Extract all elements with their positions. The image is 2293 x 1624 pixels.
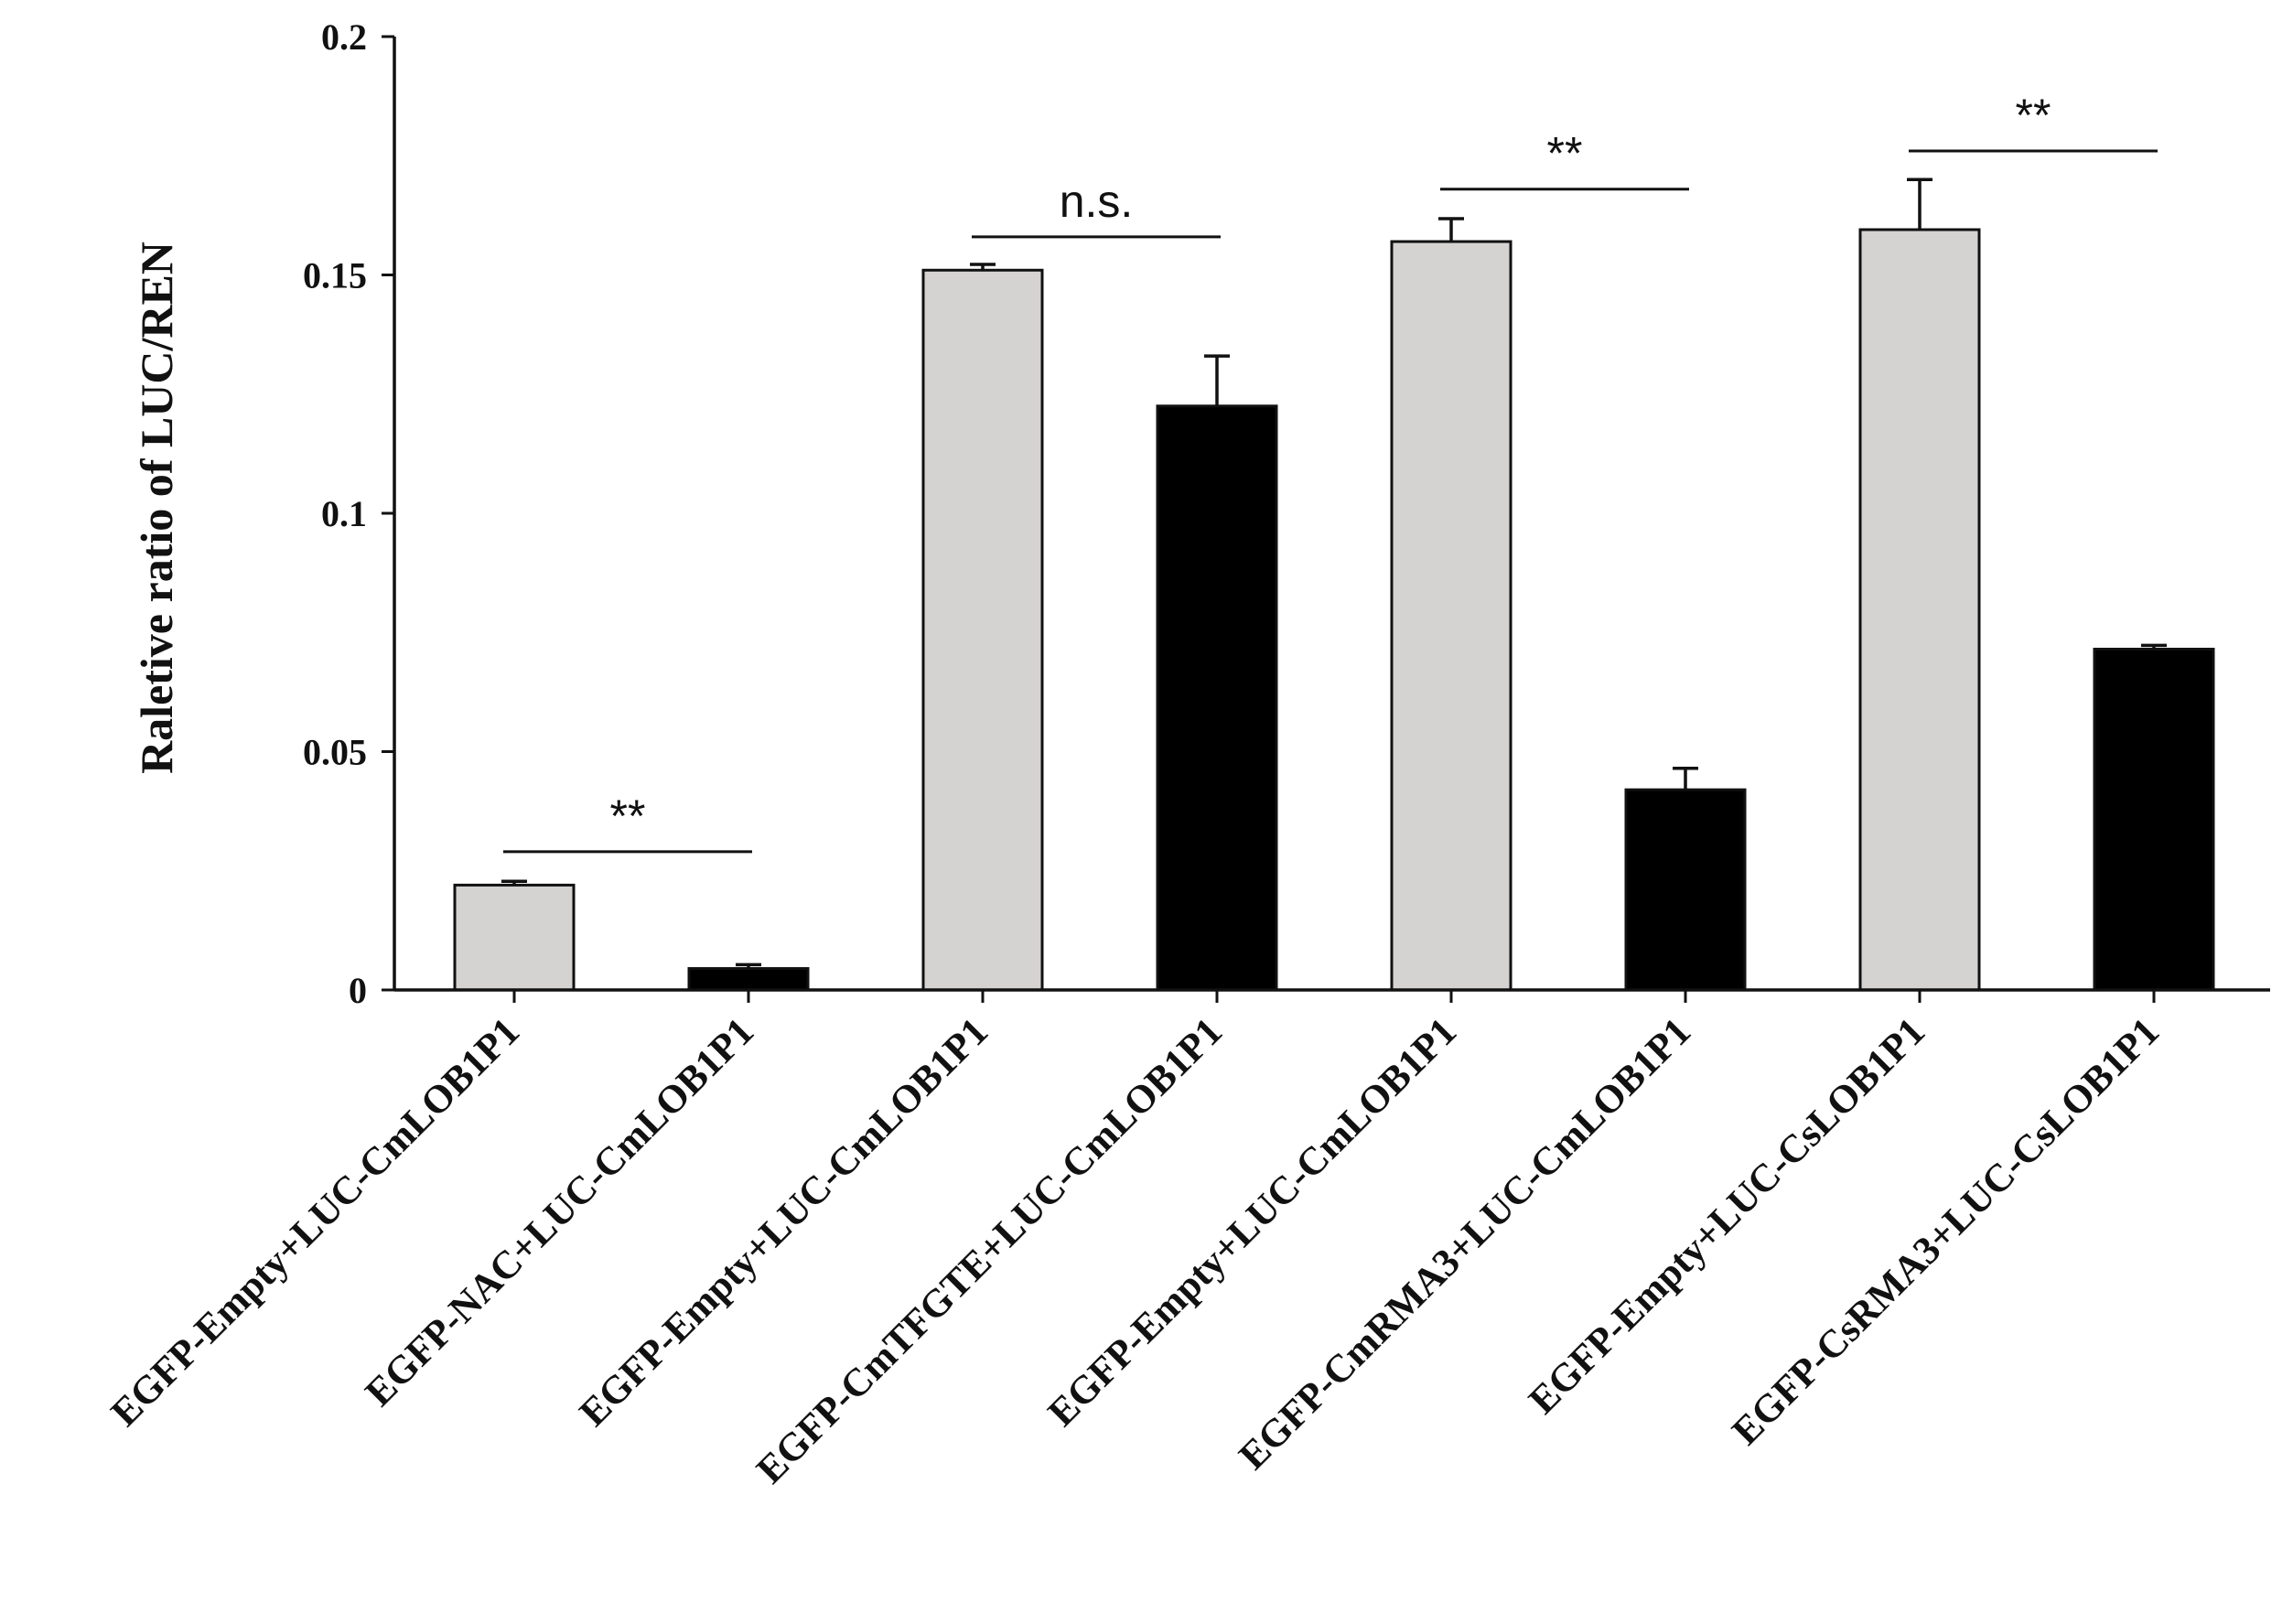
significance-label: ** — [1547, 128, 1583, 179]
bar — [453, 883, 576, 992]
y-tick-label: 0 — [349, 970, 367, 1011]
x-category-label: EGFP-CsRMA3+LUC-CsLOB1P1 — [1724, 1010, 2168, 1454]
x-category-label: EGFP-CmRMA3+LUC-CmLOB1P1 — [1231, 1010, 1699, 1479]
significance-label: ** — [610, 790, 646, 842]
x-category-label: EGFP-Empty+LUC-CsLOB1P1 — [1521, 1010, 1933, 1423]
x-category-label: EGFP-Empty+LUC-CmLOB1P1 — [103, 1010, 528, 1435]
significance-label: ** — [2016, 90, 2051, 141]
y-tick-label: 0.05 — [303, 732, 367, 773]
bar — [1156, 404, 1278, 992]
bar — [1624, 788, 1747, 992]
bar — [921, 268, 1044, 992]
bar — [1858, 228, 1981, 992]
x-category-label: EGFP-Empty+LUC-CmLOB1P1 — [572, 1010, 996, 1435]
y-tick-label: 0.15 — [303, 255, 367, 296]
x-category-label: EGFP-NAC+LUC-CmLOB1P1 — [358, 1010, 762, 1414]
x-category-label: EGFP-Empty+LUC-CmLOB1P1 — [1040, 1010, 1465, 1435]
bar — [2093, 647, 2215, 992]
bar — [687, 967, 810, 992]
y-tick-label: 0.2 — [321, 16, 367, 58]
significance-label: n.s. — [1060, 176, 1134, 227]
y-tick-label: 0.1 — [321, 493, 367, 534]
x-category-label: EGFP-CmTFGTE+LUC-CmLOB1P1 — [748, 1010, 1231, 1492]
bar — [1390, 240, 1513, 992]
y-axis-title: Raletive ratio of LUC/REN — [131, 242, 182, 774]
